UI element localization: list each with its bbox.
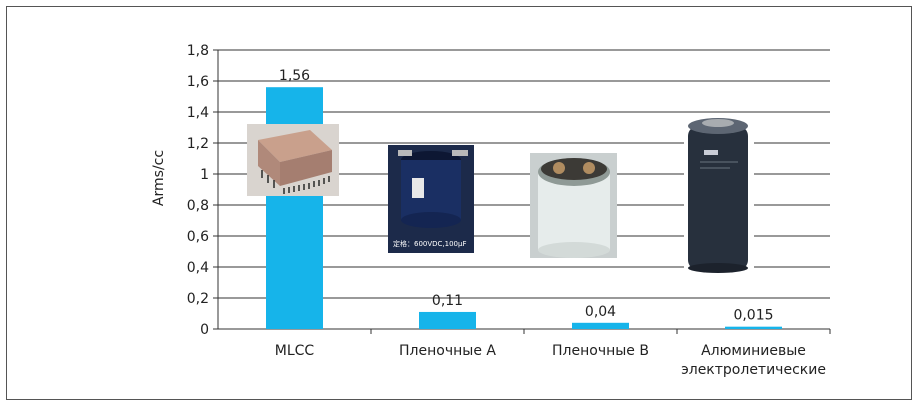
bar-value-label: 0,015 [733, 308, 773, 324]
x-category-label: Пленочные A [399, 343, 496, 359]
bar [419, 311, 476, 329]
value-labels: 1,56 0,11 0,04 0,015 [279, 68, 774, 323]
y-tick-label: 1,2 [187, 136, 209, 152]
mlcc-capacitor-photo [247, 124, 339, 196]
y-tick-label: 0,6 [187, 229, 209, 245]
capacitor-photos: 定格：600VDC,100μF [247, 116, 754, 275]
x-category-label: электролетические [681, 362, 826, 378]
film-capacitor-a-photo: 定格：600VDC,100μF [388, 145, 474, 253]
y-tick-label: 0,4 [187, 260, 209, 276]
film-capacitor-a-rating: 定格：600VDC,100μF [393, 239, 467, 248]
y-tick-label: 0,2 [187, 291, 209, 307]
y-tick-label: 1,6 [187, 74, 209, 90]
bar-value-label: 0,04 [585, 304, 616, 320]
y-tick-label: 0,8 [187, 198, 209, 214]
y-axis-tick-labels: 0 0,2 0,4 0,6 0,8 1 1,2 1,4 1,6 1,8 [187, 43, 209, 338]
aluminum-electrolytic-capacitor-photo [684, 116, 754, 275]
y-tick-label: 0 [200, 322, 209, 338]
x-category-label: Пленочные B [552, 343, 649, 359]
y-tick-label: 1 [200, 167, 209, 183]
x-category-label: MLCC [275, 343, 315, 359]
x-category-label: Алюминиевые [701, 343, 806, 359]
bar [266, 87, 323, 329]
bar [725, 326, 782, 329]
film-capacitor-b-photo [530, 153, 617, 258]
y-axis-title: Arms/cc [151, 150, 167, 206]
bar-value-label: 0,11 [432, 293, 463, 309]
bar-value-label: 1,56 [279, 68, 310, 84]
y-tick-label: 1,4 [187, 105, 209, 121]
y-tick-label: 1,8 [187, 43, 209, 59]
bar [572, 322, 629, 329]
x-axis-category-labels: MLCC Пленочные A Пленочные B Алюминиевые эле… [275, 343, 826, 378]
